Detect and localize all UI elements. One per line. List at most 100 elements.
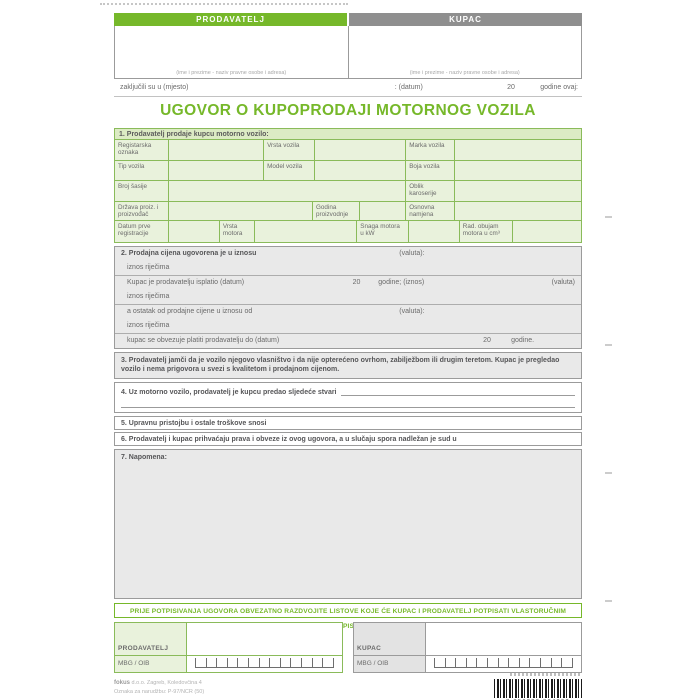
obveza-year: 20 [483,337,491,344]
concluded-year: 20 [507,84,515,91]
amount-words-line-2: iznos riječima [115,290,581,304]
buyer-mbg-label-cell: MBG / OIB [354,655,426,672]
seller-mbg-field[interactable] [187,655,342,672]
input-marka[interactable] [455,140,581,160]
valuta-label: (valuta): [399,250,425,257]
edge-mark [605,472,612,474]
label-sasija: Broj šasije [115,181,169,201]
buyer-name-box[interactable]: (ime i prezime - naziv pravne osobe i ad… [347,26,581,78]
barcode-digits: 3 856026 904863 [494,699,582,700]
barcode-group: 3 856026 904863 [494,672,582,700]
buyer-mbg-field[interactable] [426,655,581,672]
label-vrsta-vozila: Vrsta vozila [264,140,316,160]
section4-blank-1[interactable] [340,387,575,396]
party-header-bars: PRODAVATELJ KUPAC [114,13,582,26]
label-oblik: Oblik karoserije [406,181,456,201]
input-godina[interactable] [360,202,407,220]
seller-signature-label: PRODAVATELJ [118,644,169,652]
amount-words-line-1: iznos riječima [115,261,581,275]
obligation-line: kupac se obvezuje platiti prodavatelju d… [115,333,581,348]
input-namjena[interactable] [455,202,581,220]
label-model: Model vozila [264,161,316,180]
buyer-signature-box[interactable] [426,622,581,656]
paid-valuta: (valuta) [551,279,575,286]
iznos-rijecima-label: iznos riječima [127,293,170,300]
edge-mark [605,344,612,346]
seller-signature-box[interactable] [187,622,342,656]
publisher-address: d.o.o. Zagreb, Koledovčina 4 [131,679,202,686]
obveza-label: kupac se obvezuje platiti prodavatelju d… [127,337,280,344]
input-drzava[interactable] [169,202,314,220]
input-datum-prve[interactable] [169,221,220,242]
section7-note-area[interactable]: 7. Napomena: [114,448,582,599]
label-marka: Marka vozila [406,140,456,160]
party-boxes: (ime i prezime - naziv pravne osobe i ad… [114,26,582,79]
seller-mbg-label: MBG / OIB [118,659,150,667]
label-datum-prve: Datum prve registracije [115,221,169,242]
footer: fokus d.o.o. Zagreb, Koledovčina 4 Oznak… [114,672,582,700]
section4-items: 4. Uz motorno vozilo, prodavatelj je kup… [114,381,582,413]
label-tip: Tip vozila [115,161,169,180]
ostatak-label: a ostatak od prodajne cijene u iznosu od [127,308,253,315]
paid-label: Kupac je prodavatelju isplatio (datum) [127,279,245,286]
concluded-line: zaključili su u (mjesto) : (datum) 20 go… [114,79,582,97]
section4-text: 4. Uz motorno vozilo, prodavatelj je kup… [121,388,337,396]
input-oblik[interactable] [455,181,581,201]
micro-print [510,672,582,676]
vehicle-row-1: Registarska oznaka Vrsta vozila Marka vo… [114,140,582,161]
buyer-box-caption: (ime i prezime - naziv pravne osobe i ad… [409,70,520,76]
label-snaga: Snaga motora u kW [357,221,409,242]
seller-header-bar: PRODAVATELJ [114,13,347,26]
vehicle-row-3: Broj šasije Oblik karoserije [114,181,582,202]
iznos-rijecima-label: iznos riječima [127,264,170,271]
input-sasija[interactable] [169,181,407,201]
section2-header: 2. Prodajna cijena ugovorena je u iznosu [121,250,257,257]
concluded-prefix: zaključili su u (mjesto) [120,84,189,91]
input-vrsta-motora[interactable] [255,221,358,242]
input-boja[interactable] [455,161,581,180]
seller-name-box[interactable]: (ime i prezime - naziv pravne osobe i ad… [115,26,348,78]
label-drzava: Država proiz. i proizvođač [115,202,169,220]
input-obujam[interactable] [513,221,581,242]
input-vrsta-vozila[interactable] [315,140,407,160]
obveza-godine: godine. [511,337,535,344]
input-registarska[interactable] [169,140,265,160]
seller-mbg-label-cell: MBG / OIB [115,655,187,672]
buyer-mbg-label: MBG / OIB [357,659,389,667]
publisher-name: fokus [114,679,131,686]
label-vrsta-motora: Vrsta motora [220,221,255,242]
paid-godine-iznos: godine; (iznos) [378,279,425,286]
label-namjena: Osnovna namjena [406,202,456,220]
warning-strip: PRIJE POTPISIVANJA UGOVORA OBVEZATNO RAZ… [114,602,582,630]
section5-costs: 5. Upravnu pristojbu i ostale troškove s… [114,415,582,430]
input-model[interactable] [315,161,407,180]
concluded-datum: : (datum) [394,84,423,91]
label-obujam: Rad. obujam motora u cm³ [460,221,514,242]
paid-line: Kupac je prodavatelju isplatio (datum) 2… [115,275,581,290]
section4-blank-2[interactable] [121,398,575,408]
vehicle-row-2: Tip vozila Model vozila Boja vozila [114,161,582,181]
buyer-signature-label-cell: KUPAC [354,622,426,656]
iznos-rijecima-label: iznos riječima [127,322,170,329]
vehicle-row-5: Datum prve registracije Vrsta motora Sna… [114,221,582,243]
publisher-info: fokus d.o.o. Zagreb, Koledovčina 4 Oznak… [114,679,204,696]
contract-form: PRODAVATELJ KUPAC (ime i prezime - naziv… [114,13,582,700]
section6-court: 6. Prodavatelj i kupac prihvaćaju prava … [114,431,582,446]
vehicle-row-4: Država proiz. i proizvođač Godina proizv… [114,202,582,221]
seller-mbg-comb[interactable] [195,657,334,668]
seller-box-caption: (ime i prezime - naziv pravne osobe i ad… [176,70,287,76]
input-tip[interactable] [169,161,265,180]
contract-title: UGOVOR O KUPOPRODAJI MOTORNOG VOZILA [160,102,536,119]
buyer-mbg-comb[interactable] [434,657,573,668]
signature-area: PRODAVATELJ MBG / OIB KUPAC MBG [114,621,582,673]
edge-mark [605,216,612,218]
input-snaga[interactable] [409,221,460,242]
section7-label: 7. Napomena: [121,453,167,461]
barcode-icon [494,678,582,698]
section2-price: 2. Prodajna cijena ugovorena je u iznosu… [114,246,582,349]
seller-signature-block: PRODAVATELJ MBG / OIB [114,621,343,673]
perforation-line [100,3,348,5]
label-registarska: Registarska oznaka [115,140,169,160]
amount-words-line-3: iznos riječima [115,319,581,333]
